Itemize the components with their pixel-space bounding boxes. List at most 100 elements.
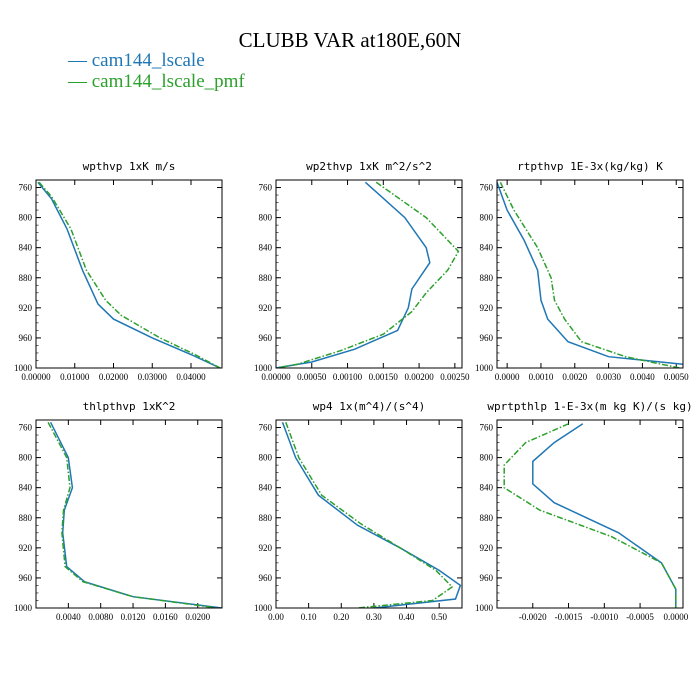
y-tick-label: 880 [480, 273, 494, 283]
y-tick-label: 760 [259, 183, 273, 193]
x-tick-label: 0.03000 [138, 372, 168, 382]
y-tick-label: 760 [480, 183, 494, 193]
panel-title: thlpthvp 1xK^2 [83, 400, 176, 413]
x-tick-label: 0.00200 [404, 372, 434, 382]
legend-line-marker: — [68, 71, 87, 92]
y-tick-label: 960 [480, 333, 494, 343]
y-tick-label: 920 [259, 543, 273, 553]
y-tick-label: 920 [19, 543, 33, 553]
y-tick-label: 960 [480, 573, 494, 583]
x-tick-label: 0.0020 [562, 372, 587, 382]
x-tick-label: 0.0080 [88, 612, 113, 622]
y-tick-label: 960 [19, 333, 33, 343]
series-line-cam144-lscale [276, 181, 431, 368]
y-tick-label: 880 [19, 513, 33, 523]
panel-frame [275, 419, 463, 609]
y-tick-label: 880 [259, 273, 273, 283]
panel-frame [35, 179, 223, 369]
y-tick-label: 760 [259, 423, 273, 433]
panel-4: thlpthvp 1xK^2 760 800 840 880 920 960 1000 0.00… [14, 400, 223, 622]
y-tick-label: 960 [19, 573, 33, 583]
y-tick-label: 1000 [475, 363, 494, 373]
y-tick-label: 840 [480, 483, 494, 493]
x-tick-label: 0.0040 [56, 612, 81, 622]
y-tick-label: 800 [19, 213, 33, 223]
y-tick-label: 800 [19, 453, 33, 463]
y-tick-label: 920 [259, 303, 273, 313]
y-tick-label: 880 [259, 513, 273, 523]
x-tick-label: -0.0020 [519, 612, 547, 622]
legend-line-marker: — [68, 50, 87, 71]
series-line-cam144-lscale [497, 182, 683, 365]
x-tick-label: 0.0000 [663, 612, 688, 622]
y-tick-label: 760 [480, 423, 494, 433]
panel-frame [275, 179, 463, 369]
x-tick-label: 0.00150 [369, 372, 399, 382]
y-tick-label: 800 [480, 213, 494, 223]
legend-label: cam144_lscale [91, 50, 205, 71]
x-tick-label: -0.0015 [555, 612, 583, 622]
series-line-cam144-lscale-pmf [499, 181, 680, 368]
series-line-cam144-lscale [49, 421, 222, 608]
series-line-cam144-lscale-pmf [38, 181, 221, 368]
y-tick-label: 880 [19, 273, 33, 283]
legend-item-cam144-lscale-pmf: — cam144_lscale_pmf [68, 71, 245, 93]
x-tick-label: 0.00000 [261, 372, 291, 382]
y-tick-label: 920 [19, 303, 33, 313]
y-tick-label: 960 [259, 573, 273, 583]
panel-frame [496, 419, 684, 609]
y-tick-label: 760 [19, 183, 33, 193]
x-tick-label: 0.0120 [121, 612, 146, 622]
x-tick-label: 0.0160 [153, 612, 178, 622]
y-tick-label: 1000 [254, 363, 273, 373]
y-tick-label: 880 [480, 513, 494, 523]
y-tick-label: 840 [19, 483, 33, 493]
y-tick-label: 840 [259, 243, 273, 253]
x-tick-label: 0.00100 [333, 372, 363, 382]
panel-1: wpthvp 1xK m/s 760 800 840 880 920 960 10000.00… [14, 160, 223, 382]
y-tick-label: 760 [19, 423, 33, 433]
x-tick-label: 0.0010 [529, 372, 554, 382]
y-tick-label: 1000 [14, 363, 33, 373]
x-tick-label: 0.50 [431, 612, 447, 622]
x-tick-label: 0.00050 [297, 372, 327, 382]
x-tick-label: 0.0030 [596, 372, 621, 382]
x-tick-label: 0.04000 [176, 372, 206, 382]
y-tick-label: 800 [480, 453, 494, 463]
y-tick-label: 960 [259, 333, 273, 343]
y-tick-label: 840 [259, 483, 273, 493]
panel-6: wprtpthlp 1-E-3x(m kg K)/(s kg) 760 800 840… [475, 400, 693, 622]
figure-title: CLUBB VAR at180E,60N [238, 28, 462, 52]
panel-title: rtpthvp 1E-3x(kg/kg) K [517, 160, 663, 173]
x-tick-label: 0.0050 [664, 372, 689, 382]
x-tick-label: 0.30 [366, 612, 382, 622]
x-tick-label: 0.0200 [185, 612, 210, 622]
series-line-cam144-lscale [281, 422, 462, 608]
x-tick-label: 0.01000 [60, 372, 90, 382]
y-tick-label: 920 [480, 543, 494, 553]
x-tick-label: -0.0010 [590, 612, 618, 622]
x-tick-label: -0.0005 [626, 612, 654, 622]
y-tick-label: 920 [480, 303, 494, 313]
series-line-cam144-lscale-pmf [276, 181, 460, 368]
legend-item-cam144-lscale: — cam144_lscale [68, 50, 205, 72]
y-tick-label: 1000 [254, 603, 273, 613]
x-tick-label: 0.20 [333, 612, 349, 622]
x-tick-label: 0.0040 [630, 372, 655, 382]
panel-3: rtpthvp 1E-3x(kg/kg) K 760 800 840 880 920 960… [475, 160, 689, 382]
panel-title: wpthvp 1xK m/s [83, 160, 176, 173]
y-tick-label: 1000 [475, 603, 494, 613]
x-tick-label: 0.40 [399, 612, 415, 622]
panel-frame [496, 179, 684, 369]
y-tick-label: 1000 [14, 603, 33, 613]
x-tick-label: 0.00250 [440, 372, 470, 382]
x-tick-label: 0.00 [268, 612, 284, 622]
panel-title: wp4 1x(m^4)/(s^4) [313, 400, 426, 413]
y-tick-label: 840 [480, 243, 494, 253]
x-tick-label: 0.02000 [99, 372, 129, 382]
series-line-cam144-lscale [37, 181, 221, 368]
x-tick-label: 0.0000 [495, 372, 520, 382]
series-line-cam144-lscale [532, 423, 677, 608]
series-line-cam144-lscale-pmf [47, 421, 219, 608]
